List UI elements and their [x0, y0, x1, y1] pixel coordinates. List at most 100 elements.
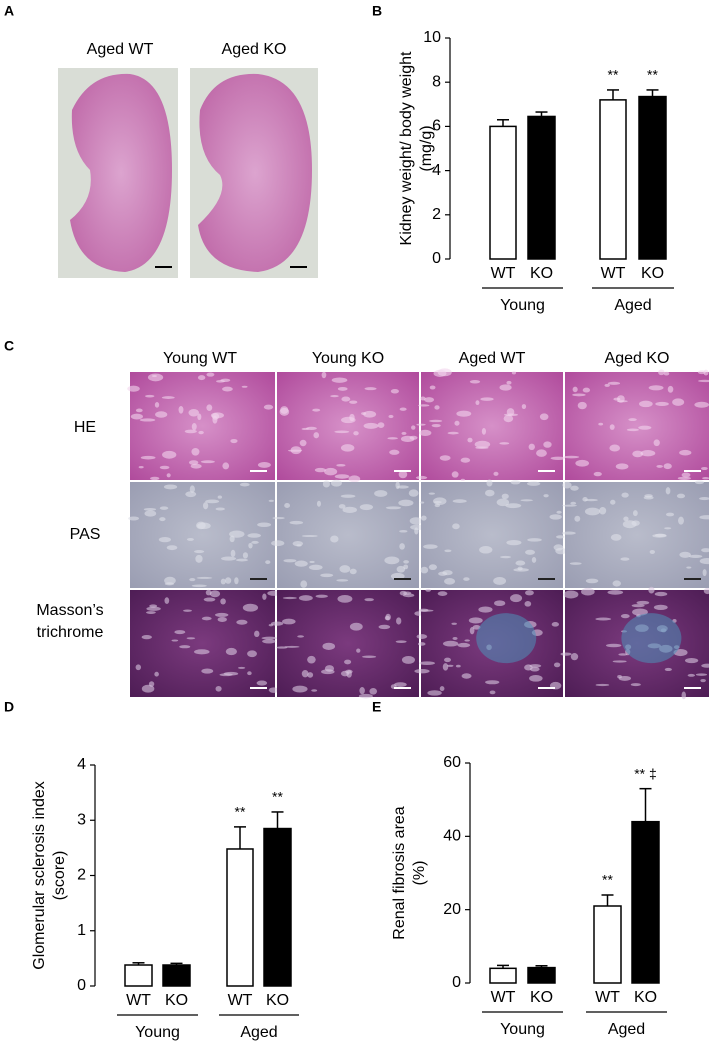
tissue-texture — [307, 655, 316, 664]
tissue-texture — [296, 544, 302, 547]
tissue-texture — [147, 373, 164, 382]
tissue-texture — [241, 385, 248, 388]
tissue-texture — [531, 557, 537, 563]
tissue-texture — [562, 481, 572, 489]
tissue-texture — [205, 499, 220, 504]
tissue-texture — [217, 616, 227, 622]
tissue-texture — [166, 473, 171, 478]
tissue-texture — [620, 614, 630, 619]
tissue-texture — [475, 400, 480, 406]
tissue-texture — [702, 569, 707, 577]
tissue-texture — [197, 375, 206, 381]
tissue-texture — [560, 652, 572, 656]
tissue-texture — [676, 493, 686, 499]
tissue-texture — [606, 643, 622, 648]
tissue-texture — [206, 372, 215, 377]
tissue-texture — [144, 510, 157, 517]
tissue-texture — [349, 400, 358, 404]
tissue-texture — [543, 494, 549, 498]
tissue-texture — [390, 572, 405, 580]
tissue-texture — [584, 507, 601, 516]
tissue-texture — [699, 497, 709, 501]
tissue-texture — [684, 657, 699, 664]
tissue-texture — [290, 446, 302, 455]
tissue-texture — [595, 683, 610, 687]
tissue-texture — [330, 535, 339, 543]
tissue-texture — [418, 608, 429, 612]
tissue-texture — [214, 612, 229, 617]
tissue-texture — [528, 443, 535, 451]
tissue-texture — [460, 478, 465, 481]
tissue-texture — [446, 664, 454, 667]
tissue-texture — [242, 552, 249, 559]
tissue-texture — [191, 448, 200, 456]
tissue-texture — [188, 460, 199, 465]
histology-image — [277, 372, 419, 480]
tissue-texture — [570, 653, 579, 661]
tissue-texture — [320, 573, 334, 578]
tissue-texture — [135, 664, 142, 671]
tissue-texture — [499, 442, 510, 445]
tissue-texture — [334, 474, 350, 479]
tissue-texture — [499, 384, 512, 391]
tissue-texture — [628, 418, 637, 422]
tissue-texture — [314, 467, 326, 473]
tissue-texture — [562, 504, 577, 507]
tissue-texture — [247, 533, 261, 538]
tissue-texture — [478, 606, 493, 613]
tissue-texture — [242, 603, 259, 612]
tissue-texture — [191, 584, 207, 588]
tissue-texture — [206, 404, 213, 412]
tissue-texture — [454, 420, 460, 426]
tissue-texture — [525, 590, 534, 596]
tissue-texture — [451, 471, 459, 478]
tissue-texture — [127, 385, 140, 392]
bar — [599, 99, 627, 260]
tissue-texture — [388, 414, 394, 419]
tissue-texture — [164, 582, 175, 586]
tissue-texture — [418, 429, 432, 436]
tissue-texture — [664, 667, 672, 672]
column-label: Aged WT — [87, 41, 154, 58]
tissue-texture — [681, 472, 691, 478]
tissue-texture — [428, 564, 438, 571]
tissue-texture — [469, 380, 481, 384]
kidney-image — [58, 68, 178, 278]
tissue-texture — [398, 470, 408, 479]
tissue-texture — [377, 422, 385, 429]
tissue-texture — [247, 650, 257, 658]
group-label: Young — [500, 297, 545, 314]
tissue-texture — [401, 431, 407, 435]
tissue-texture — [604, 383, 610, 387]
y-tick-label: 20 — [443, 901, 461, 918]
tissue-texture — [339, 565, 351, 573]
tissue-texture — [268, 687, 279, 693]
tissue-texture — [158, 536, 171, 543]
bar — [638, 95, 667, 260]
tissue-texture — [623, 516, 629, 522]
x-tick-label: KO — [641, 265, 664, 282]
tissue-texture — [341, 396, 351, 402]
group-label: Young — [500, 1021, 545, 1038]
tissue-texture — [553, 662, 561, 668]
tissue-texture — [230, 549, 236, 558]
tissue-texture — [468, 617, 483, 624]
tissue-texture — [263, 404, 274, 410]
tissue-texture — [572, 393, 586, 397]
tissue-texture — [570, 485, 579, 491]
tissue-texture — [200, 460, 215, 464]
tissue-texture — [475, 446, 489, 449]
tissue-texture — [301, 534, 318, 538]
y-tick-label: 6 — [432, 118, 441, 135]
tissue-texture — [416, 423, 426, 426]
tissue-texture — [632, 450, 644, 458]
x-tick-label: KO — [530, 989, 553, 1006]
bar — [527, 966, 556, 984]
tissue-texture — [374, 490, 388, 497]
tissue-texture — [494, 600, 506, 607]
y-tick-label: 10 — [423, 29, 441, 46]
tissue-texture — [183, 609, 192, 612]
tissue-texture — [701, 548, 709, 553]
tissue-texture — [186, 537, 194, 541]
histology-image — [421, 372, 563, 480]
